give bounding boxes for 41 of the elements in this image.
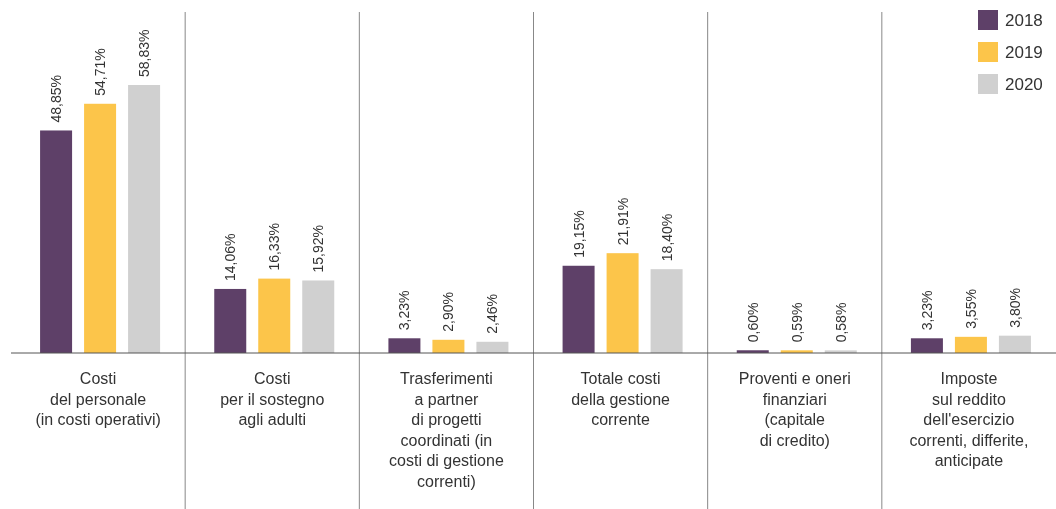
data-label: 2,90% (440, 292, 457, 332)
x-tick-label: Proventi e oneri finanziari (capitale di credito) (738, 370, 851, 449)
data-label: 48,85% (48, 74, 65, 123)
bar (432, 339, 465, 353)
bar (388, 338, 421, 353)
bar (910, 338, 943, 353)
bar (302, 280, 335, 353)
legend-label: 2018 (1005, 11, 1043, 30)
bar (562, 265, 595, 353)
data-label: 3,23% (918, 290, 935, 331)
bar (650, 269, 683, 353)
data-label: 3,23% (396, 290, 413, 331)
x-tick-label: Costi per il sostegno agli adulti (220, 370, 325, 428)
bar (40, 130, 73, 353)
data-label: 14,06% (222, 233, 239, 281)
bar (128, 85, 161, 353)
data-label: 58,83% (136, 29, 153, 77)
data-label: 0,58% (832, 302, 849, 343)
x-tick-label: Totale costi della gestione corrente (571, 370, 671, 428)
data-label: 18,40% (658, 213, 675, 262)
data-label: 19,15% (570, 210, 587, 258)
x-tick-label: Costi del personale (in costi operativi) (35, 370, 161, 428)
x-tick-label: Trasferimenti a partner di progetti coordinati (in costi di gestione correnti) (389, 370, 504, 490)
data-label: 54,71% (92, 48, 109, 96)
data-label: 0,59% (788, 302, 805, 343)
data-label: 15,92% (310, 224, 327, 273)
data-label: 0,60% (744, 302, 761, 343)
data-label: 3,80% (1006, 287, 1023, 328)
data-label: 3,55% (962, 289, 979, 329)
bar (84, 103, 117, 353)
bar (998, 335, 1031, 353)
bar (954, 336, 987, 353)
x-tick-label: Imposte sul reddito dell'esercizio correnti, differite, anticipate (909, 370, 1029, 469)
bar (258, 278, 291, 353)
bar (606, 253, 639, 353)
bar (214, 288, 247, 353)
legend-label: 2020 (1005, 75, 1043, 94)
data-label: 21,91% (614, 197, 631, 246)
legend-label: 2019 (1005, 43, 1043, 62)
data-label: 16,33% (266, 223, 283, 271)
data-label: 2,46% (484, 294, 501, 334)
